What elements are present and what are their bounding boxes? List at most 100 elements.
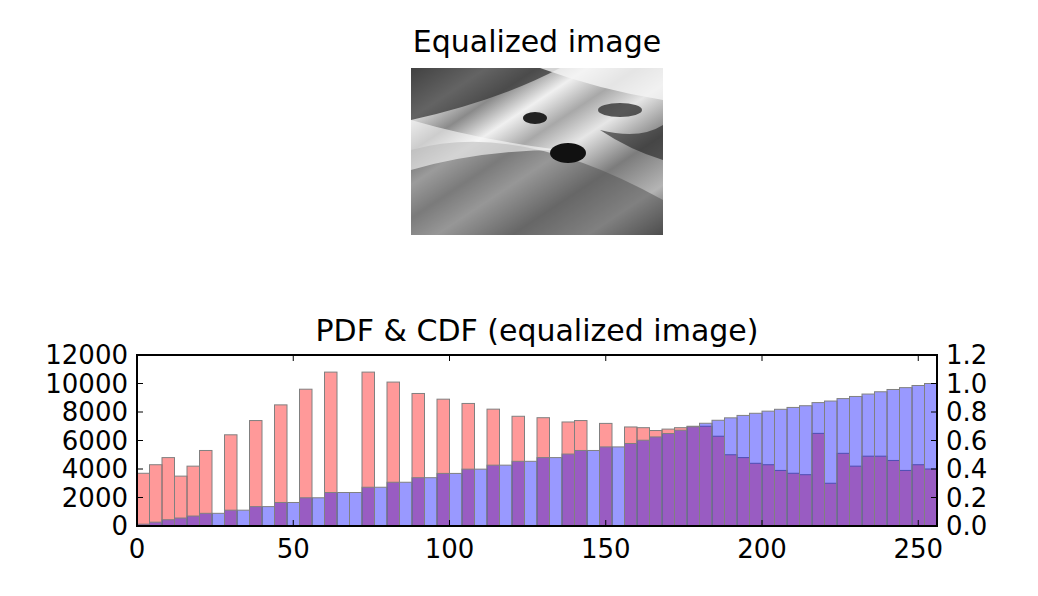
y2-tick-label: 1.2 bbox=[946, 340, 987, 370]
y-tick bbox=[137, 440, 143, 441]
bar bbox=[800, 406, 813, 526]
bar bbox=[875, 392, 888, 526]
bar bbox=[250, 421, 263, 526]
bar bbox=[562, 422, 575, 526]
equalized-photo bbox=[411, 68, 663, 235]
x-tick bbox=[449, 355, 450, 361]
bar bbox=[637, 440, 650, 526]
x-tick-label: 250 bbox=[893, 534, 943, 564]
bar bbox=[887, 389, 900, 526]
y-tick-label: 2000 bbox=[62, 483, 128, 513]
y2-tick bbox=[931, 440, 937, 441]
bar bbox=[362, 372, 375, 526]
photo-shade bbox=[600, 125, 663, 160]
bar bbox=[687, 427, 700, 526]
bar bbox=[650, 431, 663, 526]
y2-tick bbox=[931, 355, 937, 356]
bar bbox=[312, 498, 325, 526]
bar bbox=[487, 465, 500, 526]
y2-tick-label: 0.0 bbox=[946, 511, 987, 541]
x-tick-label: 100 bbox=[425, 534, 475, 564]
bar bbox=[362, 487, 375, 526]
bar bbox=[512, 416, 525, 526]
bar bbox=[350, 493, 363, 526]
photo-light bbox=[540, 68, 663, 100]
bar bbox=[462, 469, 475, 526]
bar bbox=[662, 429, 675, 526]
y-tick bbox=[137, 526, 143, 527]
x-tick-label: 150 bbox=[581, 534, 631, 564]
bar bbox=[500, 465, 513, 526]
bar bbox=[700, 423, 713, 526]
bar bbox=[175, 476, 188, 526]
bar bbox=[175, 518, 188, 526]
bar bbox=[712, 420, 725, 526]
bar bbox=[562, 454, 575, 526]
bar bbox=[187, 466, 200, 526]
chart-title: PDF & CDF (equalized image) bbox=[316, 313, 759, 348]
y2-tick-label: 0.8 bbox=[946, 397, 987, 427]
bar bbox=[387, 482, 400, 526]
bar bbox=[300, 498, 313, 526]
bar bbox=[412, 478, 425, 526]
y2-tick bbox=[931, 469, 937, 470]
x-tick-label: 50 bbox=[277, 534, 310, 564]
bar bbox=[662, 434, 675, 526]
bar bbox=[837, 399, 850, 526]
bar bbox=[787, 407, 800, 526]
bar bbox=[637, 428, 650, 526]
bar bbox=[200, 513, 213, 526]
bar bbox=[575, 450, 588, 526]
y-tick bbox=[137, 497, 143, 498]
bar bbox=[162, 458, 175, 526]
bar bbox=[687, 426, 700, 526]
y2-tick bbox=[931, 526, 937, 527]
x-tick-label: 200 bbox=[737, 534, 787, 564]
bar bbox=[437, 399, 450, 526]
bar bbox=[775, 409, 788, 526]
bar bbox=[650, 437, 663, 526]
photo-bush bbox=[523, 112, 547, 124]
bar bbox=[625, 443, 638, 526]
bar bbox=[237, 510, 250, 526]
y-tick-label: 8000 bbox=[62, 397, 128, 427]
bar bbox=[337, 493, 350, 526]
plot-frame bbox=[137, 355, 937, 526]
y-tick-label: 10000 bbox=[45, 369, 128, 399]
bar bbox=[900, 388, 913, 526]
y-tick-label: 0 bbox=[111, 511, 128, 541]
photo-base bbox=[411, 68, 663, 235]
y-tick-label: 12000 bbox=[45, 340, 128, 370]
photo-bush bbox=[550, 143, 586, 163]
bar bbox=[587, 450, 600, 526]
bar bbox=[200, 450, 213, 526]
photo-light bbox=[411, 120, 560, 170]
y2-tick bbox=[931, 412, 937, 413]
bar bbox=[762, 411, 775, 526]
bar bbox=[262, 507, 275, 526]
bar bbox=[375, 487, 388, 526]
bar bbox=[925, 384, 938, 527]
bar bbox=[725, 418, 738, 526]
bar bbox=[862, 394, 875, 526]
bar bbox=[275, 502, 288, 526]
bar bbox=[612, 447, 625, 526]
bar bbox=[450, 473, 463, 526]
y2-tick-label: 0.2 bbox=[946, 483, 987, 513]
bar bbox=[300, 389, 313, 526]
bar bbox=[625, 427, 638, 526]
bar bbox=[812, 403, 825, 526]
y2-tick-label: 0.6 bbox=[946, 426, 987, 456]
bar bbox=[137, 473, 150, 526]
bar bbox=[600, 447, 613, 526]
bar bbox=[400, 482, 413, 526]
bar bbox=[675, 428, 688, 526]
bar bbox=[537, 418, 550, 526]
series bbox=[137, 372, 937, 526]
series bbox=[137, 384, 937, 527]
image-title: Equalized image bbox=[413, 24, 661, 59]
y2-tick bbox=[931, 383, 937, 384]
y-tick bbox=[137, 383, 143, 384]
bar bbox=[525, 461, 538, 526]
y2-tick-label: 0.4 bbox=[946, 454, 987, 484]
